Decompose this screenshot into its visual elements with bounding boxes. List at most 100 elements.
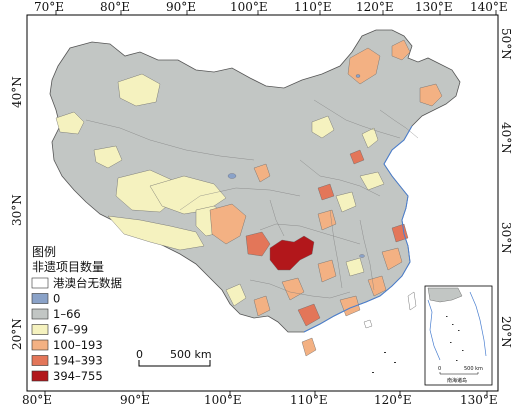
left-tick: 20°N — [10, 318, 24, 350]
legend-swatch-5 — [31, 355, 49, 366]
inset-scale-distance: 500 km — [464, 366, 483, 372]
island-dot — [394, 362, 396, 363]
region-xinjiang-hotan — [93, 145, 123, 169]
region-inner-mongolia-center — [311, 115, 335, 139]
border-line — [313, 99, 401, 139]
region-jiangxi — [345, 257, 365, 277]
right-tick: 20°N — [499, 316, 513, 348]
region-hebei — [361, 127, 379, 149]
island-dot — [384, 352, 386, 353]
top-tick: 110°E — [294, 0, 332, 14]
border-line — [359, 219, 375, 291]
region-guizhou — [281, 277, 305, 301]
region-no-data-hk — [363, 319, 373, 329]
inset-coast-east — [469, 291, 487, 357]
legend-swatch-0 — [31, 277, 49, 289]
legend-label-1: 0 — [53, 292, 60, 306]
right-tick: 30°N — [499, 222, 513, 254]
lakes — [227, 74, 365, 258]
border-line — [329, 209, 343, 289]
region-fills — [55, 39, 443, 357]
region-guangxi — [297, 303, 321, 327]
region-xinjiang-yili — [55, 111, 85, 135]
top-tick: 70°E — [34, 0, 64, 14]
legend-swatch-3 — [31, 324, 49, 335]
region-shaanxi — [317, 183, 335, 201]
inset-scale-zero: 0 — [438, 366, 441, 372]
scale-bar: 0 500 km — [136, 348, 212, 367]
legend-subtitle: 非遗项目数量 — [32, 259, 104, 274]
bottom-tick: 80°E — [22, 393, 52, 405]
legend-label-6: 394–755 — [53, 369, 103, 383]
border-line — [259, 223, 361, 245]
border-line — [179, 187, 301, 211]
region-shandong — [359, 171, 385, 191]
region-sichuan-east — [245, 231, 271, 257]
region-gansu — [253, 163, 271, 183]
legend-label-5: 194–393 — [53, 354, 103, 368]
top-tick: 90°E — [166, 0, 196, 14]
right-tick: 40°N — [499, 122, 513, 154]
region-jilin — [419, 83, 443, 107]
top-tick: 120°E — [356, 0, 394, 14]
frame-ticks — [44, 10, 497, 396]
inset-scale-line — [439, 372, 479, 375]
bottom-tick: 110°E — [290, 393, 328, 405]
legend-label-4: 100–193 — [53, 338, 103, 352]
inset-coast — [427, 299, 441, 361]
top-tick: 100°E — [230, 0, 268, 14]
interior-borders — [85, 99, 419, 299]
region-jiangsu — [391, 223, 409, 243]
right-tick: 50°N — [499, 28, 513, 60]
border-line — [249, 279, 351, 299]
inset-land — [427, 287, 463, 303]
bottom-axis: 80°E 90°E 100°E 110°E 120°E 130°E — [22, 393, 498, 405]
bottom-tick: 90°E — [120, 393, 150, 405]
south-sea-islands — [372, 352, 396, 373]
region-tibet-north — [149, 175, 227, 215]
top-tick: 80°E — [100, 0, 130, 14]
region-hunan — [317, 259, 337, 283]
region-beijing — [349, 149, 365, 165]
lake-poyang — [359, 254, 365, 258]
border-line — [269, 199, 285, 237]
border-line — [85, 119, 255, 161]
coastline — [303, 125, 413, 333]
lake-qinghai — [227, 173, 237, 179]
border-line — [379, 109, 419, 139]
legend-swatch-2 — [31, 308, 49, 320]
region-heilongjiang-north — [391, 39, 411, 61]
region-henan — [335, 191, 357, 213]
scale-bar-line — [138, 360, 211, 367]
region-hainan — [301, 337, 317, 357]
region-yunnan-south — [253, 295, 271, 317]
inset-frame — [424, 285, 493, 386]
inset-title: 南海诸岛 — [447, 377, 467, 384]
region-yunnan-west — [225, 283, 247, 307]
region-chongqing — [269, 235, 315, 271]
region-zhejiang — [381, 247, 403, 271]
left-tick: 40°N — [10, 76, 24, 108]
legend-swatch-1 — [31, 293, 49, 304]
bottom-tick: 100°E — [204, 393, 242, 405]
top-tick: 140°E — [470, 0, 508, 14]
left-axis: 40°N 30°N 20°N — [10, 76, 24, 350]
inset-islands — [446, 316, 464, 361]
border-line — [299, 159, 381, 197]
region-taiwan — [407, 291, 417, 311]
scale-distance: 500 km — [170, 348, 212, 361]
legend-swatch-6 — [31, 370, 49, 382]
region-inner-mongolia-north — [347, 47, 381, 85]
scale-zero: 0 — [136, 348, 143, 361]
lake-hulun — [355, 74, 361, 78]
bottom-tick: 120°E — [374, 393, 412, 405]
legend-swatch-4 — [31, 339, 49, 351]
right-axis: 50°N 40°N 30°N 20°N — [499, 28, 513, 348]
region-tibet-south — [107, 215, 205, 251]
region-xinjiang-tacheng — [117, 73, 161, 107]
island-dot — [372, 372, 374, 373]
legend-label-2: 1–66 — [53, 307, 81, 321]
bottom-tick: 130°E — [460, 393, 498, 405]
